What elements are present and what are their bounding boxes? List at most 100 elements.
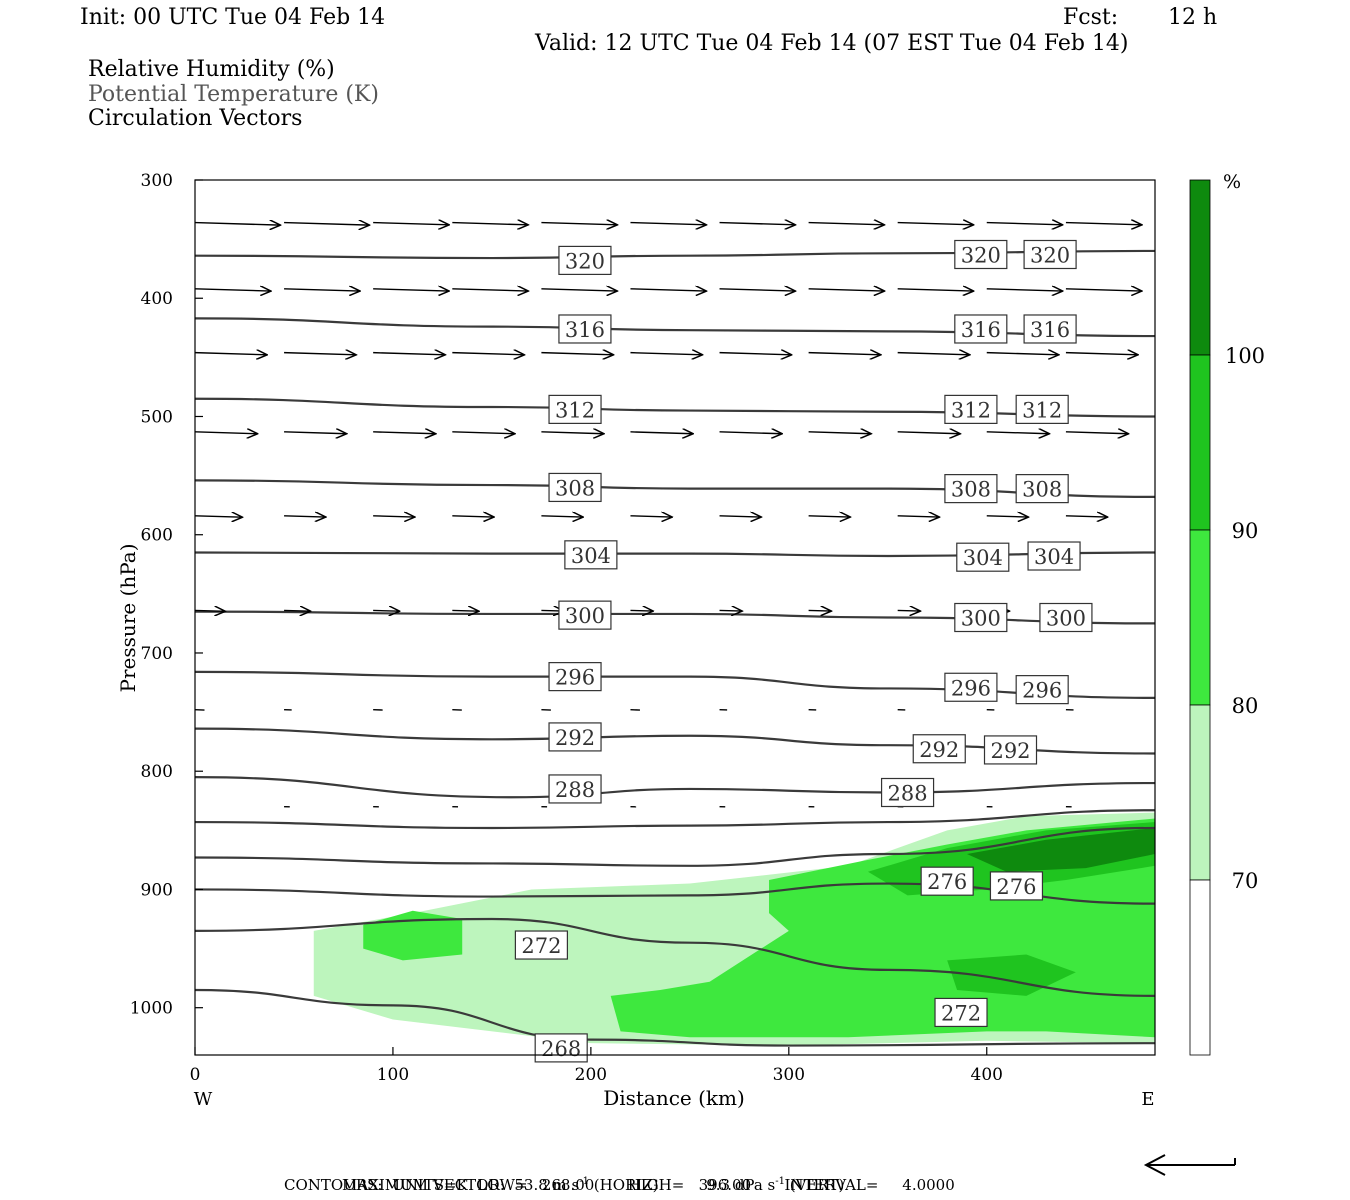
- contour-label-304-2: 304: [1027, 541, 1081, 571]
- y-tick-label-800: 800: [141, 762, 173, 782]
- y-tick-label-400: 400: [141, 289, 173, 309]
- theta-contour-268: [195, 988, 1155, 1047]
- contour-label-312-0: 312: [548, 394, 602, 424]
- rh-region-90-100-4: [947, 954, 1076, 996]
- theta-contour-308: [195, 479, 1155, 498]
- vector-336-355: [897, 223, 974, 225]
- theta-contour-288: [195, 776, 1155, 799]
- vector-446-0: [195, 353, 267, 355]
- contours-info: CONTOURS: UNITS=K LOW= 268.00 HIGH= 396.…: [284, 1176, 955, 1194]
- svg-text:312: 312: [1022, 398, 1062, 422]
- max-vector-label: MAXIMUM VECTOR:: [342, 1176, 505, 1194]
- vector-584-400: [986, 516, 1029, 517]
- max-vector-line: MAXIMUM VECTOR: 53.8 m s-1 (HORIZ) 9.3 d…: [342, 1158, 844, 1193]
- vector-446-355: [897, 353, 970, 355]
- vector-336-265: [719, 223, 796, 225]
- svg-text:288: 288: [555, 778, 595, 802]
- svg-text:288: 288: [888, 782, 928, 806]
- horiz-exponent: -1: [579, 1176, 589, 1187]
- svg-text:296: 296: [555, 666, 595, 690]
- contour-label-320-0: 320: [558, 245, 612, 276]
- forecast-label: Fcst:: [1063, 5, 1119, 30]
- svg-text:312: 312: [555, 398, 595, 422]
- y-tick-label-500: 500: [141, 407, 173, 427]
- vector-584-90: [373, 516, 415, 517]
- svg-text:312: 312: [951, 398, 991, 422]
- vector-336-440: [1065, 223, 1142, 225]
- vector-392-45: [284, 289, 360, 291]
- vector-664-220: [630, 610, 653, 611]
- svg-text:296: 296: [951, 676, 991, 700]
- vector-392-400: [986, 289, 1063, 291]
- vector-513-220: [630, 432, 693, 434]
- colorbar-tick-80: 80: [1232, 694, 1259, 718]
- colorbar-tick-70: 70: [1232, 869, 1259, 893]
- y-tick-label-900: 900: [141, 880, 173, 900]
- vector-584-220: [630, 516, 672, 517]
- x-tick-label-300: 300: [773, 1065, 805, 1085]
- vector-392-130: [452, 289, 528, 291]
- vert-exponent: -1: [775, 1176, 786, 1187]
- horiz-tag: (HORIZ): [593, 1176, 659, 1194]
- contour-label-292-0: 292: [548, 722, 602, 752]
- vector-392-175: [541, 289, 617, 291]
- svg-text:292: 292: [555, 726, 595, 750]
- contour-label-272-0: 272: [514, 930, 568, 960]
- svg-text:320: 320: [961, 243, 1001, 267]
- svg-text:300: 300: [961, 607, 1001, 631]
- svg-text:296: 296: [1022, 679, 1062, 703]
- y-tick-label-1000: 1000: [130, 999, 173, 1019]
- x-end-right: E: [1141, 1089, 1154, 1110]
- vert-tag: (VERT): [789, 1176, 845, 1194]
- x-tick-label-200: 200: [575, 1065, 607, 1085]
- svg-text:304: 304: [1034, 545, 1074, 569]
- contour-label-268-0: 268: [534, 1033, 588, 1063]
- contour-label-272-1: 272: [934, 997, 988, 1028]
- theta-contour-284: [195, 809, 1155, 830]
- vector-664-0: [195, 610, 225, 611]
- vector-584-310: [808, 516, 851, 517]
- contour-label-276-1: 276: [989, 871, 1044, 901]
- x-tick-label-100: 100: [377, 1065, 409, 1085]
- vector-446-175: [541, 353, 613, 355]
- vector-513-45: [284, 432, 347, 434]
- theta-contour-272: [195, 917, 1155, 997]
- theta-contour-280: [195, 826, 1155, 867]
- x-tick-label-0: 0: [190, 1065, 201, 1085]
- vector-664-265: [719, 610, 743, 611]
- circulation-vectors: [195, 223, 1142, 808]
- vector-664-130: [452, 610, 479, 611]
- contour-label-296-1: 296: [944, 672, 998, 702]
- colorbar-band-70-80: [1189, 704, 1211, 881]
- contour-label-308-1: 308: [944, 474, 998, 504]
- vector-336-220: [630, 223, 706, 225]
- vector-392-355: [897, 289, 974, 291]
- svg-text:320: 320: [1030, 243, 1070, 267]
- theta-contour-300: [195, 610, 1155, 625]
- vector-513-90: [373, 432, 436, 434]
- svg-text:308: 308: [555, 476, 595, 500]
- vector-392-265: [719, 289, 796, 291]
- contour-label-312-1: 312: [944, 394, 998, 424]
- vector-336-45: [284, 223, 370, 226]
- vector-513-400: [986, 432, 1050, 434]
- vector-513-265: [719, 432, 783, 434]
- contour-label-312-2: 312: [1015, 394, 1069, 424]
- vector-392-220: [630, 289, 706, 291]
- y-axis-label: Pressure (hPa): [116, 544, 140, 693]
- vector-584-440: [1065, 516, 1108, 517]
- vector-584-45: [284, 516, 326, 517]
- colorbar-tick-100: 100: [1225, 344, 1265, 368]
- vector-392-90: [373, 289, 449, 291]
- contour-label-304-0: 304: [564, 540, 618, 570]
- axes: 300 400 500 600 700 800 900 1000 0 100 200 300 400: [130, 171, 1003, 1085]
- theta-contour-304: [195, 551, 1155, 558]
- theta-contour-316: [195, 317, 1155, 338]
- vector-446-440: [1065, 353, 1138, 355]
- vector-336-130: [452, 223, 528, 225]
- svg-text:308: 308: [1022, 478, 1062, 502]
- vector-513-175: [541, 432, 604, 434]
- contour-label-300-0: 300: [558, 600, 612, 630]
- contour-label-316-0: 316: [558, 314, 612, 344]
